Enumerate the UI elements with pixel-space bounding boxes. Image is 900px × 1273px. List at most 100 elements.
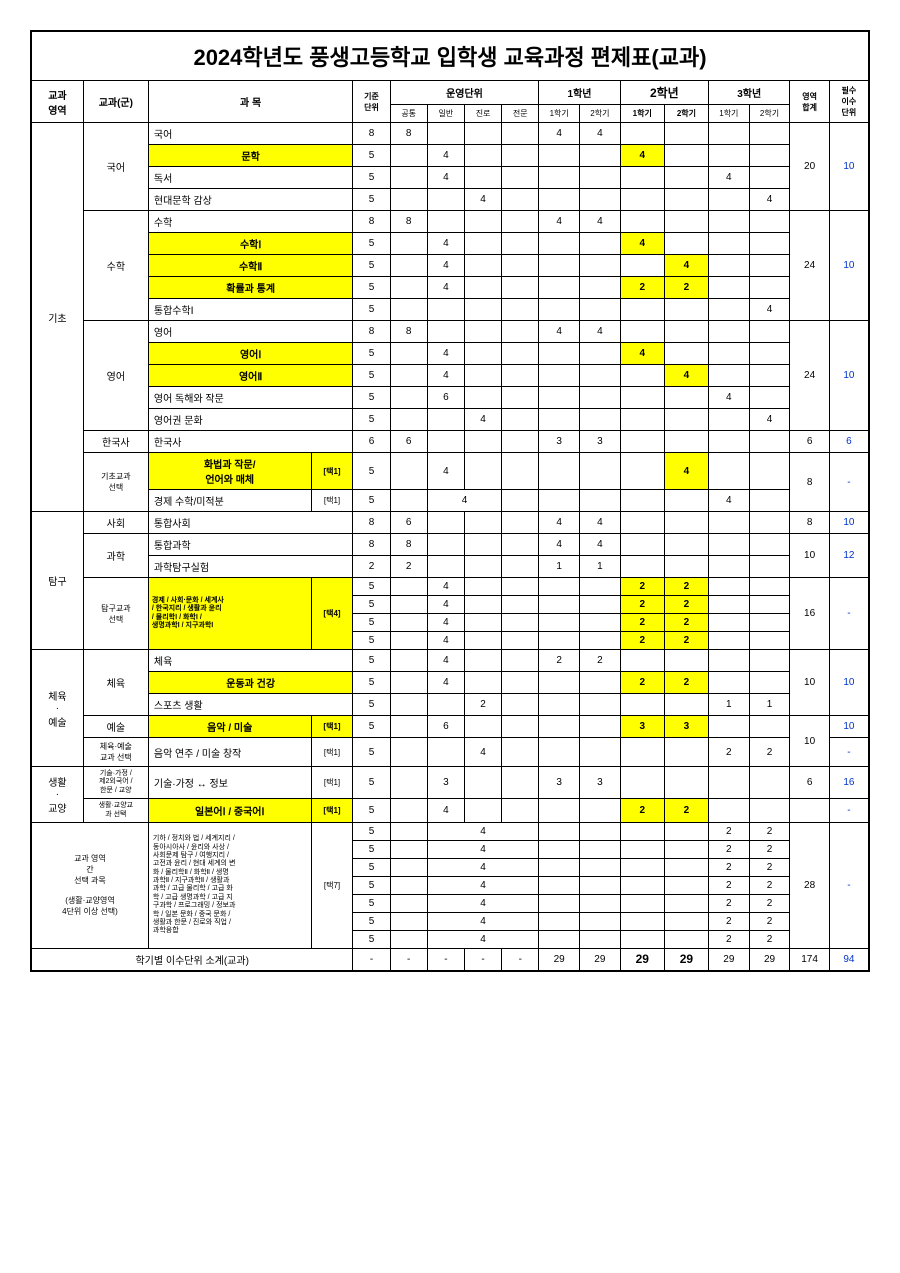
cell: 6 — [427, 716, 464, 738]
grp-pe: 체육 — [83, 650, 148, 716]
ft10: 29 — [749, 948, 790, 971]
cell: 8 — [390, 321, 427, 343]
cell: 2 — [390, 556, 427, 578]
cell: 4 — [427, 233, 464, 255]
hdr-opunit: 운영단위 — [390, 81, 539, 105]
cell: 4 — [427, 490, 501, 512]
cell: 3 — [664, 716, 708, 738]
cell: 4 — [539, 211, 580, 233]
cell: 3 — [580, 431, 621, 453]
cell: 5 — [353, 299, 390, 321]
cell: 4 — [427, 343, 464, 365]
subj-bsel1: 화법과 작문/ 언어와 매체 — [148, 453, 311, 490]
ft0: - — [353, 948, 390, 971]
cell: 6 — [427, 387, 464, 409]
cell: 4 — [427, 453, 464, 490]
hdr-stdunit: 기준 단위 — [353, 81, 390, 123]
cell: 2 — [664, 578, 708, 596]
cell: 2 — [749, 858, 790, 876]
cell: 4 — [427, 672, 464, 694]
cell: 2 — [709, 858, 750, 876]
cell: 3 — [539, 767, 580, 799]
hdr-area: 교과 영역 — [31, 81, 83, 123]
cell: 2 — [749, 840, 790, 858]
cell: 2 — [749, 876, 790, 894]
area-inquiry: 탐구 — [31, 512, 83, 650]
cell: 5 — [353, 596, 390, 614]
subj-bsel2: 경제 수학/미적분 — [148, 490, 311, 512]
cell: 5 — [353, 716, 390, 738]
cell: 10 — [829, 211, 869, 321]
cell: 5 — [353, 145, 390, 167]
cell: 5 — [353, 894, 390, 912]
cell: 5 — [353, 822, 390, 840]
hdr-y1: 1학년 — [539, 81, 620, 105]
cell: 16 — [790, 578, 830, 650]
subj-pe3: 스포츠 생활 — [148, 694, 353, 716]
cell: 2 — [749, 822, 790, 840]
subj-cross: 기하 / 정치와 법 / 세계지리 / 동아시아사 / 윤리와 사상 / 사회문… — [148, 822, 311, 948]
cell: 6 — [390, 431, 427, 453]
cell: 2 — [620, 799, 664, 823]
hdr-y1s1: 1학기 — [539, 105, 580, 123]
cell: 8 — [390, 123, 427, 145]
cell: 1 — [749, 694, 790, 716]
hdr-y2: 2학년 — [620, 81, 708, 105]
hdr-y3s1: 1학기 — [709, 105, 750, 123]
cell: - — [829, 453, 869, 512]
cell: 2 — [464, 694, 501, 716]
cell: 2 — [709, 822, 750, 840]
cell: 24 — [790, 211, 830, 321]
cell: 6 — [790, 431, 830, 453]
cell: 10 — [829, 716, 869, 738]
cell: 8 — [790, 512, 830, 534]
cell: 20 — [790, 123, 830, 211]
cell: 5 — [353, 614, 390, 632]
cell: 6 — [390, 512, 427, 534]
cell: 5 — [353, 343, 390, 365]
cell: 4 — [464, 189, 501, 211]
cell: 10 — [790, 534, 830, 578]
page-title: 2024학년도 풍생고등학교 입학생 교육과정 편제표(교과) — [31, 31, 869, 81]
cell: 2 — [709, 876, 750, 894]
cell: 4 — [539, 534, 580, 556]
cell: 4 — [620, 233, 664, 255]
cell: - — [829, 822, 869, 948]
cell: 2 — [664, 614, 708, 632]
cell: 2 — [620, 578, 664, 596]
cell: 6 — [353, 431, 390, 453]
cell: 5 — [353, 453, 390, 490]
cell: 4 — [427, 365, 464, 387]
cell: 4 — [427, 858, 539, 876]
cell: 8 — [790, 453, 830, 512]
area-peart: 체육 · 예술 — [31, 650, 83, 767]
cell: - — [829, 578, 869, 650]
cell: 10 — [829, 512, 869, 534]
subj-kor1: 국어 — [148, 123, 353, 145]
cell: 4 — [427, 799, 464, 823]
cell: 2 — [749, 930, 790, 948]
cell: 5 — [353, 930, 390, 948]
cell: 2 — [620, 596, 664, 614]
cell: 4 — [620, 343, 664, 365]
cell: 2 — [620, 672, 664, 694]
cell: 4 — [427, 167, 464, 189]
cell: 4 — [539, 512, 580, 534]
cell: 8 — [390, 534, 427, 556]
cell: 2 — [664, 596, 708, 614]
cell: 3 — [539, 431, 580, 453]
cell: 5 — [353, 578, 390, 596]
cell: 4 — [427, 632, 464, 650]
hdr-y2s2: 2학기 — [664, 105, 708, 123]
cell: 4 — [664, 453, 708, 490]
subj-eng3: 영어Ⅱ — [148, 365, 353, 387]
cell: 4 — [580, 321, 621, 343]
cell: 5 — [353, 672, 390, 694]
cell: 5 — [353, 799, 390, 823]
cell: 2 — [664, 799, 708, 823]
cell: 2 — [709, 912, 750, 930]
cell: 4 — [464, 738, 501, 767]
cell: 4 — [709, 490, 750, 512]
cell: 5 — [353, 490, 390, 512]
cell: 4 — [427, 578, 464, 596]
